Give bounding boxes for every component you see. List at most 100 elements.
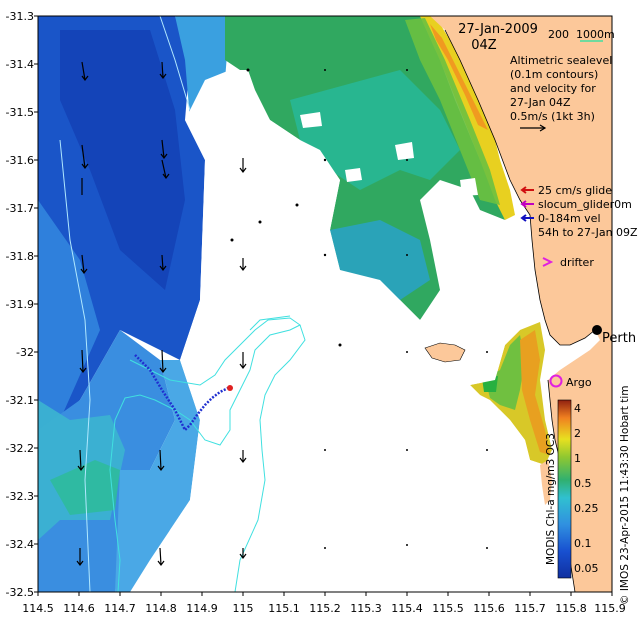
y-tick-label: -32.4 xyxy=(6,538,34,551)
arrow xyxy=(159,254,167,271)
glider-legend-magenta: slocum_glider0m xyxy=(538,198,632,211)
y-tick-label: -31.6 xyxy=(6,154,34,167)
land-garden-island xyxy=(540,460,552,505)
arrow-dot xyxy=(406,69,408,71)
arrow-dot xyxy=(406,254,408,256)
legend-magenta-arrow-icon xyxy=(520,200,534,208)
colorbar xyxy=(557,399,572,579)
drifter-arrow-icon xyxy=(542,257,554,267)
velocity-dots xyxy=(230,68,488,549)
arrow-dot xyxy=(406,159,408,161)
y-tick-label: -32.1 xyxy=(6,394,34,407)
glider-legend-red: 25 cm/s glide xyxy=(538,184,612,197)
colorbar-tick: 2 xyxy=(574,427,581,440)
perth-city-marker xyxy=(592,325,602,335)
arrow-dot xyxy=(324,547,326,549)
y-tick-label: -31.9 xyxy=(6,298,34,311)
y-tick-label: -31.3 xyxy=(6,10,34,23)
arrow xyxy=(79,349,87,373)
credit-text: © IMOS 23-Apr-2015 11:43:30 Hobart tim xyxy=(619,386,631,605)
y-tick-label: -32.2 xyxy=(6,442,34,455)
arrow xyxy=(159,61,167,79)
contour-200m xyxy=(109,317,301,593)
arrow-dot xyxy=(324,69,326,71)
arrow-dot xyxy=(295,203,299,207)
arrow-dot xyxy=(323,253,327,257)
arrow xyxy=(239,158,247,173)
x-tick-label: 115.4 xyxy=(391,602,423,615)
arrow-dot xyxy=(324,449,326,451)
sealevel-line-3: and velocity for xyxy=(510,82,596,95)
chl-coastal-south-orange xyxy=(520,330,550,455)
arrow xyxy=(239,352,247,369)
arrow xyxy=(81,144,89,169)
glider-legend-markers xyxy=(520,186,534,222)
cloud-region-central xyxy=(150,70,560,592)
arrow-dot xyxy=(486,547,488,549)
chl-coastal-orange xyxy=(430,24,488,130)
arrow xyxy=(239,548,247,559)
glider-position-marker xyxy=(227,385,233,391)
arrow xyxy=(81,61,89,81)
x-tick-label: 115 xyxy=(233,602,254,615)
arrow xyxy=(161,159,170,179)
chl-teal-north xyxy=(290,70,460,190)
sealevel-line-1: Altimetric sealevel xyxy=(510,54,612,67)
arrow xyxy=(77,449,85,471)
contour-1000m-north xyxy=(159,15,191,111)
glider-legend-blue: 0-184m vel xyxy=(538,212,601,225)
colorbar-ticks: 4 2 1 0.5 0.25 0.1 0.05 xyxy=(574,402,599,575)
cloud-hole-3 xyxy=(300,112,322,128)
city-label-perth: Perth xyxy=(602,331,636,346)
colorbar-tick: 0.05 xyxy=(574,562,599,575)
cloud-region-northeast xyxy=(440,215,520,385)
x-tick-label: 115.2 xyxy=(309,602,341,615)
arrow-dot xyxy=(486,449,488,451)
x-axis: 114.5 114.6 114.7 114.8 114.9 115 115.1 … xyxy=(22,602,626,615)
x-tick-label: 114.6 xyxy=(63,602,95,615)
axis-ticks xyxy=(34,15,613,596)
legend-blue-arrow-icon xyxy=(520,214,534,222)
sealevel-line-5: 0.5m/s (1kt 3h) xyxy=(510,110,595,123)
x-tick-label: 115.7 xyxy=(514,602,546,615)
colorbar-label: MODIS Chl-a mg/m3 OC3 xyxy=(545,433,557,565)
y-tick-label: -32.5 xyxy=(6,586,34,599)
arrow-dot xyxy=(258,220,262,224)
velocity-scale-arrow xyxy=(520,124,547,132)
arrow xyxy=(239,258,247,271)
arrow-dot xyxy=(246,68,250,72)
glider-legend-duration: 54h to 27-Jan 09Z xyxy=(538,226,638,239)
arrow-dot xyxy=(406,351,408,353)
x-tick-label: 114.8 xyxy=(145,602,177,615)
arrow xyxy=(157,449,165,471)
arrow-dot xyxy=(406,449,408,451)
x-tick-label: 115.8 xyxy=(555,602,587,615)
arrow xyxy=(160,139,168,159)
argo-marker xyxy=(549,374,563,388)
colorbar-ramp xyxy=(557,399,572,579)
y-tick-label: -32 xyxy=(16,346,34,359)
map-date-title: 27-Jan-2009 xyxy=(458,22,538,37)
arrow-dot xyxy=(323,158,327,162)
arrow-dot xyxy=(338,343,342,347)
chl-light-blue-central xyxy=(175,16,230,130)
velocity-arrows xyxy=(76,61,247,566)
contour-shelf xyxy=(234,315,306,593)
land-rottnest-island xyxy=(424,342,466,363)
x-tick-label: 115.1 xyxy=(268,602,300,615)
glider-track-line xyxy=(134,354,229,433)
cloud-hole-1 xyxy=(395,142,414,160)
y-tick-label: -31.5 xyxy=(6,106,34,119)
x-tick-label: 114.7 xyxy=(104,602,136,615)
x-tick-label: 114.9 xyxy=(186,602,218,615)
drifter-label: drifter xyxy=(560,256,594,269)
arrow-dot xyxy=(486,351,488,353)
x-tick-label: 115.3 xyxy=(350,602,382,615)
colorbar-tick: 1 xyxy=(574,452,581,465)
y-tick-label: -32.3 xyxy=(6,490,34,503)
colorbar-tick: 4 xyxy=(574,402,581,415)
chl-deepest-core xyxy=(60,30,185,290)
colorbar-tick: 0.25 xyxy=(574,502,599,515)
y-tick-label: -31.8 xyxy=(6,250,34,263)
